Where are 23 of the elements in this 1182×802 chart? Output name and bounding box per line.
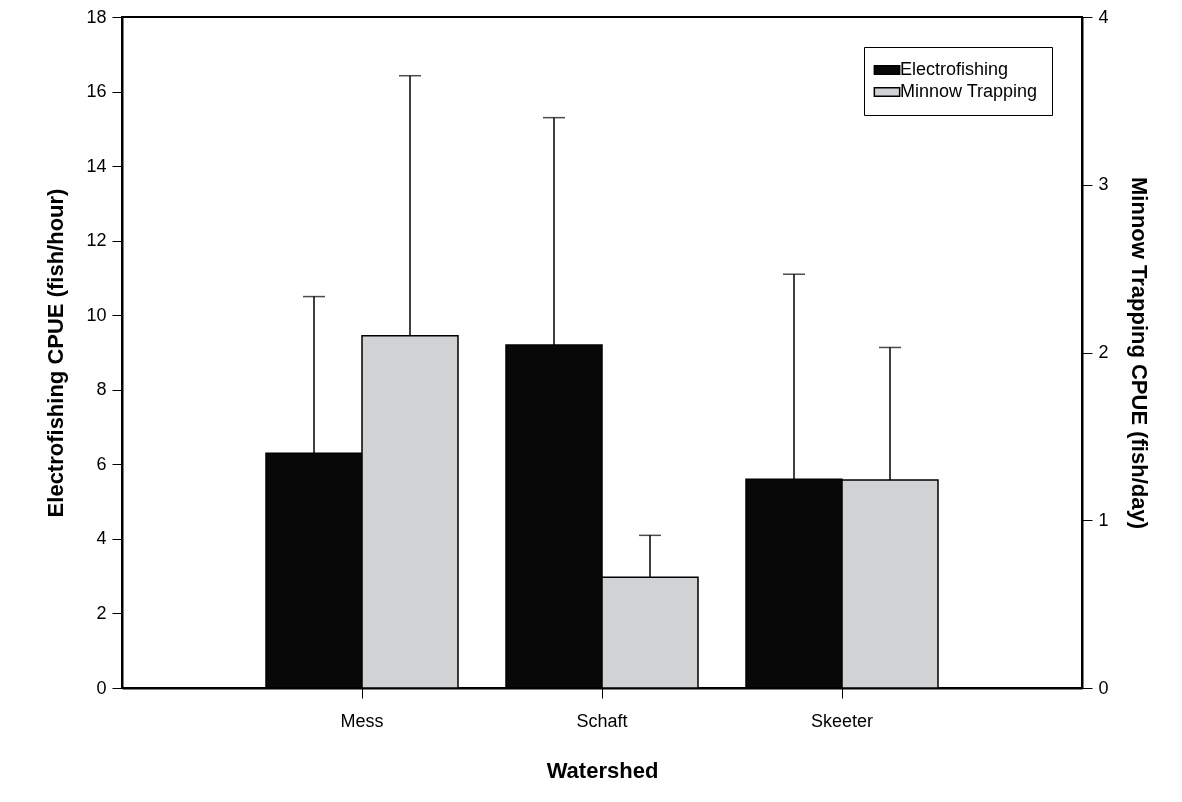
y2-tick-label: 1 — [1098, 509, 1109, 530]
y-tick-label: 6 — [96, 453, 107, 474]
x-axis-title: Watershed — [546, 757, 659, 783]
y-tick-label: 0 — [96, 677, 107, 698]
y-axis-title: Electrofishing CPUE (fish/hour) — [43, 188, 69, 518]
y2-tick-label: 4 — [1098, 6, 1109, 27]
y-tick-label: 8 — [96, 379, 107, 400]
y2-tick-label: 2 — [1098, 342, 1109, 362]
y2-tick-label: 0 — [1098, 677, 1109, 698]
legend-label: Minnow Trapping — [900, 81, 1038, 101]
y-tick-label: 18 — [86, 6, 107, 27]
y-tick-label: 16 — [86, 81, 107, 102]
y-tick-label: 2 — [96, 602, 107, 623]
legend-label: Electrofishing — [900, 59, 1009, 79]
y-tick-label: 12 — [86, 230, 107, 251]
y2-axis-title: Minnow Trapping CPUE (fish/day) — [1126, 177, 1152, 529]
y2-tick-label: 3 — [1098, 174, 1109, 195]
x-tick-label: Mess — [340, 710, 384, 731]
x-tick-label: Schaft — [576, 710, 628, 731]
y-tick-label: 10 — [86, 304, 107, 325]
y-tick-label: 14 — [86, 155, 107, 176]
y-tick-label: 4 — [96, 528, 107, 549]
x-tick-label: Skeeter — [810, 710, 874, 731]
